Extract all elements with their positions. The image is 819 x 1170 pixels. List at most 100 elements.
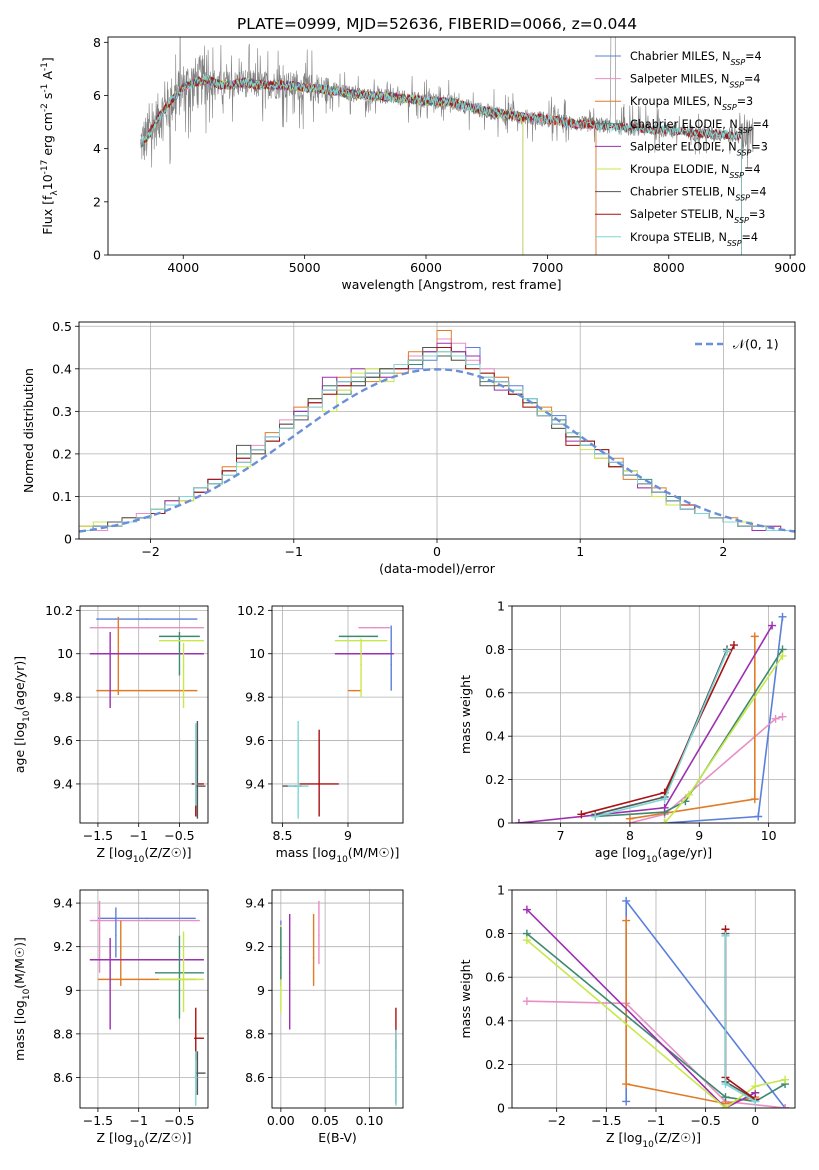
x-tick-label: 9	[344, 828, 352, 843]
data-point	[318, 934, 320, 937]
label-part: 10	[133, 1140, 145, 1150]
legend-label: Chabrier MILES, NSSP=4	[630, 50, 762, 67]
legend-text: Chabrier ELODIE, N	[630, 118, 738, 131]
plus-marker	[522, 936, 531, 945]
y-tick-label: 4	[93, 141, 101, 156]
x-tick-label: −0.5	[690, 1113, 720, 1128]
x-tick-label: −2	[547, 1113, 565, 1128]
x-tick-label: −1.5	[83, 828, 113, 843]
y-tick-label: 0.8	[485, 642, 505, 657]
x-axis-label: age [log10(age/yr)]	[595, 845, 712, 865]
x-tick-label: 1	[576, 544, 584, 559]
legend-suffix: =4	[745, 50, 762, 63]
legend-label: Chabrier ELODIE, NSSP=4	[630, 118, 769, 135]
y-tick-label: 0.1	[52, 489, 72, 504]
x-tick-label: 10	[761, 828, 777, 843]
y-tick-label: 9.4	[245, 776, 265, 791]
y-axis-label: mass weight	[458, 959, 473, 1038]
y-tick-label: 0	[497, 816, 505, 831]
axes-frame	[511, 605, 796, 824]
y-tick-label: 8.6	[53, 1070, 73, 1085]
x-tick-label: 8000	[653, 260, 685, 275]
plus-marker	[622, 896, 631, 905]
plot-area	[89, 616, 206, 819]
x-tick-label: 8	[626, 828, 634, 843]
weight-line	[663, 655, 784, 823]
label-part: s	[40, 93, 55, 104]
legend-text: Chabrier MILES, N	[630, 50, 730, 63]
weight-line	[724, 935, 756, 1103]
y-tick-label: 0.6	[485, 685, 505, 700]
y-tick-label: 0.4	[52, 361, 72, 376]
model-spectrum	[140, 75, 742, 255]
mass-vs-metallicity-panel: −1.5 −1 −0.58.68.899.29.4Z [log10(Z/Z☉)]ma…	[12, 889, 209, 1150]
label-part: -1	[40, 84, 50, 93]
plus-marker	[660, 803, 669, 812]
x-tick-label: −1	[129, 828, 147, 843]
y-tick-label: 1	[497, 599, 505, 614]
axes-frame	[107, 36, 796, 256]
y-tick-label: 8	[93, 35, 101, 50]
y-tick-label: 0.3	[52, 404, 72, 419]
data-point	[194, 1037, 197, 1040]
data-point	[280, 956, 282, 959]
y-tick-label: 9.6	[53, 733, 73, 748]
legend-label: Kroupa ELODIE, NSSP=4	[630, 163, 761, 180]
y-tick-label: 9.6	[245, 733, 265, 748]
legend-text: Kroupa MILES, N	[630, 95, 722, 108]
label-part: 10	[133, 855, 145, 865]
data-point	[150, 958, 152, 961]
mass-vs-ebv-panel: 0.00 0.05 0.10 8.6 8.8 9 9.2 9.4 E(B-V)	[245, 889, 404, 1145]
plus-marker	[751, 1082, 760, 1091]
x-axis-label: Z [log10(Z/Z☉)]	[96, 1130, 191, 1150]
data-point	[373, 626, 375, 629]
label-part: Z [	[96, 845, 113, 860]
legend-label: Salpeter STELIB, NSSP=3	[630, 208, 765, 225]
data-point	[196, 1072, 199, 1074]
data-point	[182, 978, 185, 981]
x-tick-label: 6000	[410, 260, 442, 275]
label-part: (data-model)/error	[379, 561, 496, 576]
y-tick-label: 10	[249, 646, 265, 661]
axes-frame	[511, 889, 796, 1109]
legend-suffix: =4	[742, 231, 759, 244]
legend-label: Chabrier STELIB, NSSP=4	[630, 186, 767, 203]
label-part: log	[114, 845, 133, 860]
y-tick-label: 0.2	[485, 772, 505, 787]
label-part: log	[12, 1000, 27, 1019]
label-part: Normed distribution	[21, 368, 36, 493]
plus-marker	[729, 641, 738, 650]
data-point	[146, 917, 148, 920]
x-tick-label: −2	[141, 544, 159, 559]
y-axis-label: Flux [fλ10-17 erg cm-2 s-1 A-1]	[40, 57, 60, 235]
weight-vs-metallicity-panel: −2 −1.5 −1 −0.5 0 0 0.2 0.4 0.6 0.8 1 Z [log10(Z/Z☉…	[458, 883, 796, 1150]
plus-marker	[721, 1093, 730, 1102]
label-part: 10	[22, 988, 32, 1000]
y-tick-label: 10.2	[45, 603, 73, 618]
data-point	[146, 919, 148, 922]
y-axis-label: Normed distribution	[21, 368, 36, 493]
legend-suffix: =4	[752, 118, 769, 131]
data-point	[318, 783, 320, 785]
legend-sub: SSP	[734, 216, 749, 225]
x-tick-label: −1.5	[83, 1113, 113, 1128]
weight-line	[526, 939, 786, 1108]
legend-text: Chabrier STELIB, N	[630, 186, 735, 199]
x-tick-label: −1	[285, 544, 303, 559]
legend-text: Salpeter MILES, N	[630, 73, 729, 86]
axes-frame	[271, 605, 404, 824]
y-axis-label: age [log10(age/yr)]	[12, 656, 32, 773]
y-tick-label: 9.2	[53, 939, 73, 954]
label-part: (age/yr)]	[12, 656, 27, 711]
y-tick-label: 2	[93, 194, 101, 209]
y-tick-label: 8.8	[53, 1026, 73, 1041]
label-part: Flux [f	[40, 195, 55, 235]
plus-marker	[577, 810, 586, 819]
plot-area	[89, 900, 206, 1106]
weight-line	[595, 649, 728, 816]
y-tick-label: 8.8	[245, 1026, 265, 1041]
legend-sub: SSP	[722, 103, 737, 112]
x-axis-label: mass [log10(M/M☉)]	[276, 845, 400, 865]
